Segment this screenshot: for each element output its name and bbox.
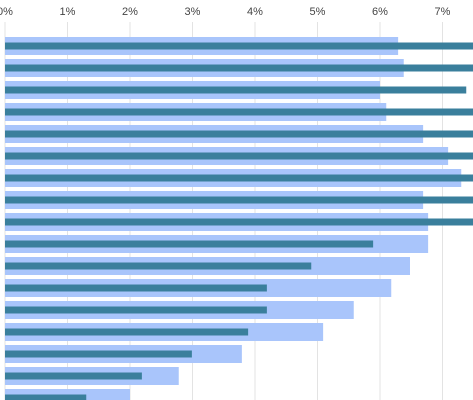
x-tick-label: 6%	[372, 6, 388, 18]
bar	[5, 86, 467, 94]
bar	[5, 130, 473, 138]
bar	[5, 218, 473, 226]
bar	[5, 108, 473, 116]
x-tick-label: 1%	[60, 6, 76, 18]
bar	[5, 372, 142, 380]
x-tick-label: 0%	[0, 6, 13, 18]
x-tick-label: 4%	[247, 6, 263, 18]
bar	[5, 306, 267, 314]
bar	[5, 262, 312, 270]
bars	[5, 37, 473, 400]
grid	[4, 22, 443, 400]
bar	[5, 196, 473, 204]
x-tick-label: 7%	[435, 6, 451, 18]
x-tick-label: 2%	[122, 6, 138, 18]
bar	[5, 240, 374, 248]
bar	[5, 394, 87, 400]
bar	[5, 284, 267, 292]
x-tick-label: 3%	[185, 6, 201, 18]
bar	[5, 64, 473, 72]
bar	[5, 328, 249, 336]
bar	[5, 174, 473, 182]
bar	[5, 350, 192, 358]
x-tick-label: 5%	[310, 6, 326, 18]
bar	[5, 42, 473, 50]
bar	[5, 152, 473, 160]
